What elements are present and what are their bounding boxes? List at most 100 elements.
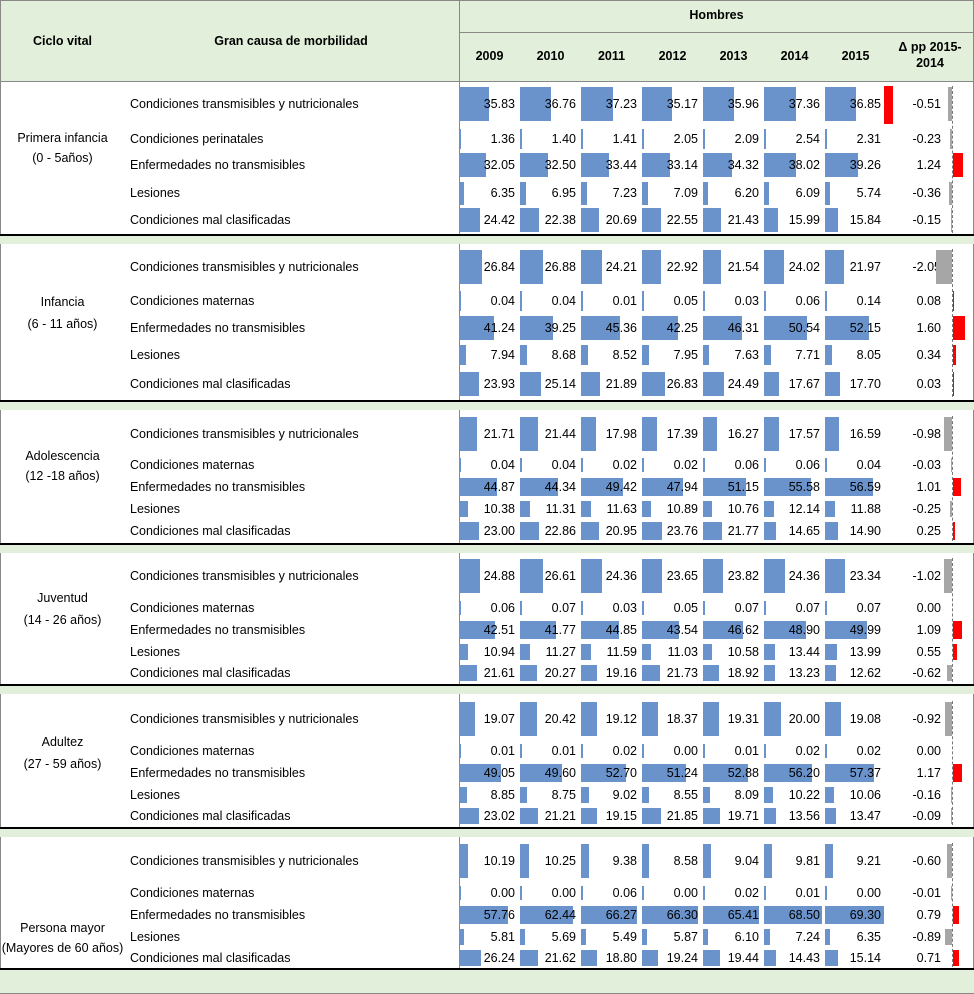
value-cell: 0.00 bbox=[490, 886, 515, 900]
value-cell: 24.42 bbox=[483, 213, 515, 227]
value-bar bbox=[703, 250, 722, 284]
cause-label: Condiciones transmisibles y nutricionale… bbox=[130, 97, 359, 111]
value-cell: 7.95 bbox=[673, 348, 698, 362]
header-hombres: Hombres bbox=[689, 8, 744, 22]
delta-value: -0.92 bbox=[912, 712, 942, 726]
value-cell: 0.00 bbox=[673, 886, 698, 900]
value-bar bbox=[581, 372, 600, 396]
value-cell: 2.31 bbox=[856, 132, 881, 146]
value-bar bbox=[520, 601, 522, 615]
value-cell: 15.99 bbox=[788, 213, 820, 227]
value-cell: 0.01 bbox=[795, 886, 820, 900]
value-bar bbox=[825, 601, 827, 615]
cause-label: Condiciones mal clasificadas bbox=[130, 951, 291, 965]
value-bar bbox=[581, 621, 620, 639]
value-bar bbox=[642, 291, 644, 311]
value-bar bbox=[581, 929, 586, 945]
value-bar bbox=[825, 808, 837, 824]
value-cell: 21.43 bbox=[727, 213, 759, 227]
value-bar bbox=[520, 929, 525, 945]
value-bar bbox=[764, 559, 785, 593]
cause-label: Enfermedades no transmisibles bbox=[130, 908, 306, 922]
value-cell: 24.02 bbox=[788, 260, 820, 274]
value-bar bbox=[581, 250, 602, 284]
value-cell: 44.87 bbox=[483, 480, 515, 494]
value-bar bbox=[825, 644, 837, 660]
value-cell: 0.00 bbox=[551, 886, 576, 900]
value-cell: 2.54 bbox=[795, 132, 820, 146]
value-cell: 16.59 bbox=[849, 427, 881, 441]
value-cell: 6.09 bbox=[795, 186, 820, 200]
value-bar bbox=[825, 665, 836, 681]
value-cell: 21.73 bbox=[666, 666, 698, 680]
value-bar bbox=[642, 458, 644, 472]
value-cell: 42.51 bbox=[483, 623, 515, 637]
value-cell: 0.06 bbox=[795, 294, 820, 308]
value-cell: 51.15 bbox=[727, 480, 759, 494]
delta-highlight-marker bbox=[884, 86, 893, 124]
value-bar bbox=[703, 644, 712, 660]
value-bar bbox=[703, 87, 734, 121]
delta-increase-bar bbox=[953, 764, 963, 782]
value-cell: 17.57 bbox=[788, 427, 820, 441]
value-cell: 49.05 bbox=[483, 766, 515, 780]
delta-value: 0.00 bbox=[916, 744, 941, 758]
value-cell: 37.23 bbox=[605, 97, 637, 111]
value-cell: 13.23 bbox=[788, 666, 820, 680]
value-cell: 26.84 bbox=[483, 260, 515, 274]
value-cell: 0.01 bbox=[551, 744, 576, 758]
value-cell: 0.07 bbox=[795, 601, 820, 615]
value-bar bbox=[825, 129, 827, 149]
value-cell: 39.26 bbox=[849, 158, 881, 172]
value-bar bbox=[581, 501, 591, 517]
value-bar bbox=[520, 522, 540, 540]
value-cell: 0.06 bbox=[734, 458, 759, 472]
value-cell: 20.95 bbox=[605, 524, 637, 538]
value-bar bbox=[764, 665, 776, 681]
delta-decrease-bar bbox=[951, 458, 952, 472]
delta-value: 0.79 bbox=[916, 908, 941, 922]
value-bar bbox=[520, 87, 552, 121]
group-separator bbox=[0, 827, 974, 837]
value-cell: 0.02 bbox=[795, 744, 820, 758]
delta-value: 1.17 bbox=[916, 766, 941, 780]
value-bar bbox=[764, 372, 780, 396]
value-cell: 5.87 bbox=[673, 930, 698, 944]
value-cell: 52.70 bbox=[605, 766, 637, 780]
value-cell: 20.00 bbox=[788, 712, 820, 726]
value-bar bbox=[520, 458, 522, 472]
value-bar bbox=[642, 886, 644, 900]
value-cell: 10.76 bbox=[727, 502, 759, 516]
delta-decrease-bar bbox=[950, 129, 952, 149]
value-bar bbox=[520, 129, 522, 149]
life-stage-name: Juventud bbox=[37, 591, 88, 605]
value-bar bbox=[581, 906, 638, 924]
delta-decrease-bar bbox=[947, 665, 952, 681]
value-bar bbox=[459, 621, 496, 639]
value-bar bbox=[764, 208, 778, 232]
value-bar bbox=[703, 345, 710, 365]
value-bar bbox=[642, 644, 652, 660]
value-bar bbox=[581, 950, 597, 966]
value-bar bbox=[703, 787, 710, 803]
cause-label: Condiciones transmisibles y nutricionale… bbox=[130, 569, 359, 583]
delta-value: -0.51 bbox=[912, 97, 942, 111]
value-bar bbox=[825, 950, 838, 966]
header-year-2010: 2010 bbox=[536, 49, 565, 63]
value-bar bbox=[581, 208, 599, 232]
value-cell: 7.24 bbox=[795, 930, 820, 944]
value-cell: 6.95 bbox=[551, 186, 576, 200]
delta-value: -0.09 bbox=[912, 809, 942, 823]
delta-value: -0.62 bbox=[912, 666, 942, 680]
value-cell: 0.02 bbox=[612, 458, 637, 472]
value-bar bbox=[642, 250, 662, 284]
delta-decrease-bar bbox=[950, 787, 952, 803]
cause-label: Condiciones mal clasificadas bbox=[130, 809, 291, 823]
value-cell: 11.03 bbox=[667, 645, 698, 659]
value-cell: 19.15 bbox=[605, 809, 637, 823]
value-bar bbox=[703, 844, 711, 878]
value-cell: 5.74 bbox=[856, 186, 881, 200]
value-bar bbox=[520, 906, 574, 924]
value-bar bbox=[703, 153, 733, 177]
value-bar bbox=[459, 764, 501, 782]
